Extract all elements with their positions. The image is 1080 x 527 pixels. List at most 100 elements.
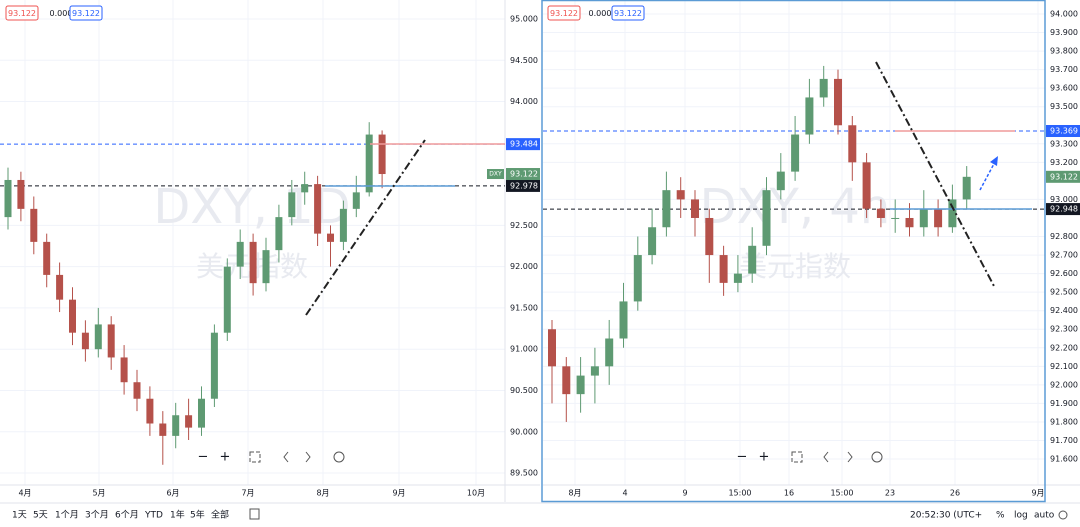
candle-body (378, 134, 386, 175)
scale-mode-button[interactable]: auto (1034, 511, 1055, 521)
last-price-label: 93.122 (1050, 172, 1078, 181)
clock: 20:52:30 (UTC+ (910, 511, 982, 521)
x-tick-label: 26 (950, 489, 960, 498)
reset-button[interactable] (333, 451, 345, 463)
zoom-button[interactable]: + (220, 450, 231, 465)
active-pane-border (541, 0, 1046, 503)
price-label-bg (1046, 125, 1080, 138)
candle-body (327, 233, 334, 242)
scroll-left-button[interactable] (283, 451, 289, 463)
y-tick-label: 91.000 (510, 345, 538, 354)
range-button[interactable]: YTD (144, 511, 163, 521)
y-tick-label: 92.300 (1050, 325, 1078, 334)
candle-body (648, 227, 657, 256)
candle-body (576, 375, 585, 395)
price-label-bg (506, 179, 540, 192)
candle-body (223, 266, 231, 333)
y-tick-label: 91.500 (510, 303, 538, 312)
range-button[interactable]: 5年 (190, 509, 205, 521)
range-button[interactable]: 1个月 (55, 510, 79, 521)
y-tick-label: 90.000 (510, 427, 538, 436)
candle-body (733, 273, 742, 283)
candle-body (120, 357, 128, 383)
y-tick-label: 92.500 (510, 221, 538, 230)
candle-body (948, 199, 957, 228)
range-button[interactable]: 3个月 (85, 510, 109, 521)
x-tick-label: 8月 (316, 489, 329, 498)
scale-mode-button[interactable]: log (1014, 511, 1028, 521)
y-tick-label: 93.200 (1050, 158, 1078, 167)
x-tick-label: 6月 (166, 489, 179, 498)
scroll-left-button[interactable] (823, 451, 829, 463)
reset-button[interactable] (871, 451, 883, 463)
header-value: 93.122 (8, 9, 36, 18)
header-value: 0.000 (50, 9, 73, 18)
y-tick-label: 94.000 (1050, 10, 1078, 19)
candle-body (172, 415, 180, 436)
watermark-title: DXY, 4h (700, 179, 891, 235)
y-tick-label: 93.300 (1050, 139, 1078, 148)
settings-button[interactable] (1058, 510, 1068, 520)
candle-body (762, 190, 771, 246)
candle-body (236, 241, 244, 267)
date-range-icon[interactable] (249, 508, 260, 520)
arrow-head (990, 156, 998, 166)
last-price-bg (506, 168, 540, 181)
zoom-button[interactable]: + (759, 450, 770, 465)
fullscreen-button[interactable] (791, 451, 803, 463)
candle-body (4, 179, 12, 218)
x-tick-label: 7月 (241, 489, 254, 498)
y-tick-label: 95.000 (510, 14, 538, 23)
x-tick-label: 9月 (392, 489, 405, 498)
scale-mode-button[interactable]: % (996, 511, 1005, 521)
y-tick-label: 92.000 (510, 262, 538, 271)
x-tick-label: 23 (885, 489, 895, 498)
candle-body (834, 78, 842, 126)
candle-body (562, 366, 571, 395)
candle-body (94, 324, 102, 350)
y-tick-label: 92.800 (1050, 232, 1078, 241)
range-button[interactable]: 1天 (12, 511, 27, 521)
watermark-subtitle: 美元指数 (739, 250, 851, 283)
zoom-button[interactable]: − (737, 450, 748, 465)
y-tick-label: 93.600 (1050, 84, 1078, 93)
candle-body (548, 329, 556, 367)
candle-body (891, 217, 900, 219)
candle-body (662, 190, 671, 228)
fullscreen-button[interactable] (249, 451, 261, 463)
candle-body (17, 179, 25, 209)
range-button[interactable]: 全部 (211, 509, 229, 521)
candle-body (198, 398, 205, 428)
x-tick-label: 10月 (467, 489, 485, 498)
price-label: 93.369 (1050, 127, 1078, 136)
x-tick-label: 15:00 (728, 489, 751, 498)
trend-line (305, 139, 426, 316)
candle-body (676, 190, 685, 200)
candle-body (819, 78, 828, 98)
range-button[interactable]: 6个月 (115, 510, 139, 521)
candle-body (791, 134, 800, 172)
zoom-button[interactable]: − (198, 450, 209, 465)
y-tick-label: 92.100 (1050, 362, 1078, 371)
scroll-right-button[interactable] (847, 451, 853, 463)
candle-body (146, 398, 154, 424)
scroll-right-button[interactable] (305, 451, 311, 463)
candle-body (605, 338, 614, 367)
candle-body (107, 324, 115, 358)
candle-body (962, 176, 971, 200)
y-tick-label: 92.000 (1050, 380, 1078, 389)
y-tick-label: 92.700 (1050, 251, 1078, 260)
range-button[interactable]: 1年 (170, 509, 185, 521)
candle-body (314, 184, 322, 234)
y-tick-label: 89.500 (510, 469, 538, 478)
range-button[interactable]: 5天 (33, 511, 48, 521)
candle-body (365, 134, 373, 193)
candle-body (81, 332, 89, 350)
symbol-tag: DXY (489, 171, 502, 178)
y-tick-label: 93.800 (1050, 47, 1078, 56)
candle-body (862, 162, 871, 209)
price-label-bg (506, 138, 540, 151)
y-tick-label: 92.600 (1050, 269, 1078, 278)
header-value: 93.122 (550, 9, 578, 18)
